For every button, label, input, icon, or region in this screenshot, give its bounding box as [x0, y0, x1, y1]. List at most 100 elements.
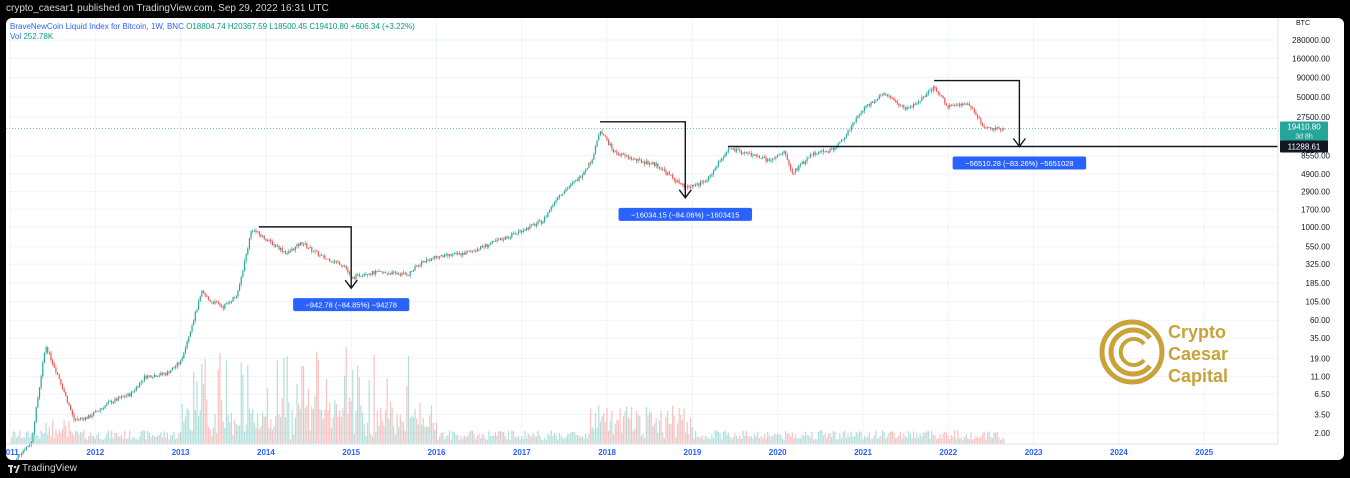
candle-body	[873, 101, 875, 103]
volume-bar	[626, 406, 628, 444]
candle-body	[171, 367, 173, 371]
candle-body	[275, 244, 277, 247]
candle-body	[827, 151, 829, 153]
volume-bar	[288, 402, 290, 444]
volume-bar	[360, 405, 362, 444]
candle-body	[470, 250, 472, 252]
candle-body	[801, 161, 803, 164]
volume-bar	[926, 431, 928, 444]
volume-bar	[949, 439, 951, 444]
candle-body	[473, 250, 475, 252]
logo-emblem-icon	[1099, 319, 1165, 385]
volume-bar	[586, 438, 588, 444]
candle-body	[790, 164, 792, 170]
volume-bar	[368, 380, 370, 444]
volume-bar	[388, 419, 390, 444]
candle-body	[937, 91, 939, 94]
y-tick-label: 280000.00	[1292, 36, 1330, 45]
volume-bar	[808, 435, 810, 444]
volume-bar	[548, 435, 551, 444]
volume-bar	[675, 437, 677, 444]
volume-bar	[755, 436, 757, 444]
volume-bar	[299, 408, 301, 444]
candle-body	[922, 96, 925, 98]
candle-body	[770, 160, 772, 161]
candle-body	[712, 170, 715, 175]
candle-body	[101, 408, 103, 410]
symbol-name[interactable]: BraveNewCoin Liquid Index for Bitcoin, 1…	[10, 22, 184, 31]
volume-bar	[583, 438, 585, 444]
candle-body	[876, 99, 879, 101]
candle-body	[396, 272, 398, 275]
candle-body	[448, 254, 451, 256]
x-tick-label: 2022	[939, 448, 957, 457]
candle-body	[688, 185, 690, 187]
y-tick-label: 4900.00	[1301, 170, 1330, 179]
candle-body	[724, 153, 726, 158]
candle-body	[701, 181, 703, 183]
candle-body	[831, 148, 833, 150]
volume-bar	[79, 432, 82, 444]
candle-body	[99, 409, 101, 411]
volume-bar	[744, 435, 746, 444]
drawdown-label: −942.78 (−84.85%) −94278	[305, 301, 397, 310]
volume-bar	[112, 438, 114, 444]
candle-body	[339, 261, 341, 265]
volume-bar	[552, 435, 554, 444]
footer-brand[interactable]: TradingView	[22, 463, 78, 474]
candle-body	[253, 230, 255, 232]
candle-body	[53, 363, 55, 368]
candle-body	[176, 362, 178, 367]
candle-body	[186, 341, 188, 348]
volume-bar	[47, 434, 49, 444]
candle-body	[476, 248, 478, 252]
candle-body	[370, 273, 372, 275]
candle-body	[731, 148, 733, 150]
candle-body	[1003, 128, 1005, 130]
candle-body	[888, 95, 890, 97]
volume-bar	[378, 425, 380, 444]
candle-body	[189, 331, 191, 337]
candle-body	[166, 371, 169, 376]
candle-body	[932, 86, 934, 91]
candle-body	[332, 261, 334, 263]
candle-body	[729, 148, 731, 150]
candle-body	[40, 376, 42, 388]
volume-bar	[314, 396, 316, 444]
candle-body	[601, 131, 603, 135]
candle-body	[245, 253, 247, 262]
candle-body	[416, 266, 418, 267]
candle-body	[398, 273, 400, 275]
volume-bar	[854, 436, 856, 444]
candle-body	[342, 265, 344, 267]
candle-body	[234, 297, 236, 299]
volume-bar	[304, 408, 306, 444]
candle-body	[389, 273, 392, 275]
volume-bar	[608, 430, 610, 444]
volume-bar	[986, 432, 989, 444]
volume-bar	[870, 438, 872, 444]
volume-bar	[901, 438, 903, 444]
candle-body	[117, 397, 119, 401]
volume-bar	[212, 427, 214, 444]
candle-body	[898, 103, 900, 106]
volume-bar	[729, 436, 731, 444]
candle-body	[334, 261, 336, 263]
volume-bar	[911, 437, 913, 444]
candle-body	[388, 273, 390, 275]
chart-panel[interactable]: −942.78 (−84.85%) −94278 −16034.15 (−84.0…	[6, 18, 1344, 460]
candle-body	[862, 110, 864, 113]
candle-body	[15, 458, 18, 460]
candle-body	[202, 290, 205, 293]
volume-bar	[442, 432, 444, 444]
candle-body	[343, 265, 346, 267]
y-tick-label: 3.50	[1314, 410, 1330, 419]
candle-body	[173, 367, 175, 369]
candle-body	[38, 387, 41, 399]
candle-body	[403, 272, 405, 274]
volume-bar	[637, 414, 639, 444]
volume-bar	[75, 430, 77, 444]
volume-label[interactable]: Vol	[10, 32, 22, 41]
price-chart[interactable]: −942.78 (−84.85%) −94278 −16034.15 (−84.0…	[6, 18, 1344, 460]
volume-bar	[955, 438, 957, 444]
